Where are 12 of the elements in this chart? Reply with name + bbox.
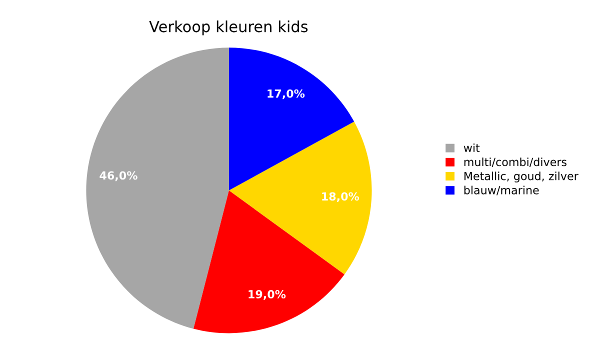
pie-slice xyxy=(228,122,372,274)
data-label: 46,0% xyxy=(100,171,138,182)
pie-slice xyxy=(86,48,229,329)
legend-label: Metallic, goud, zilver xyxy=(464,172,578,182)
legend-label: multi/combi/divers xyxy=(464,158,566,168)
data-label: 19,0% xyxy=(248,290,286,300)
data-label: 17,0% xyxy=(268,89,305,100)
data-label: 18,0% xyxy=(322,192,360,202)
legend-label: wit xyxy=(464,143,480,152)
legend-label: blauw/marine xyxy=(464,186,539,196)
chart-title: Verkoop kleuren kids xyxy=(149,20,308,36)
pie-slice xyxy=(228,48,354,190)
